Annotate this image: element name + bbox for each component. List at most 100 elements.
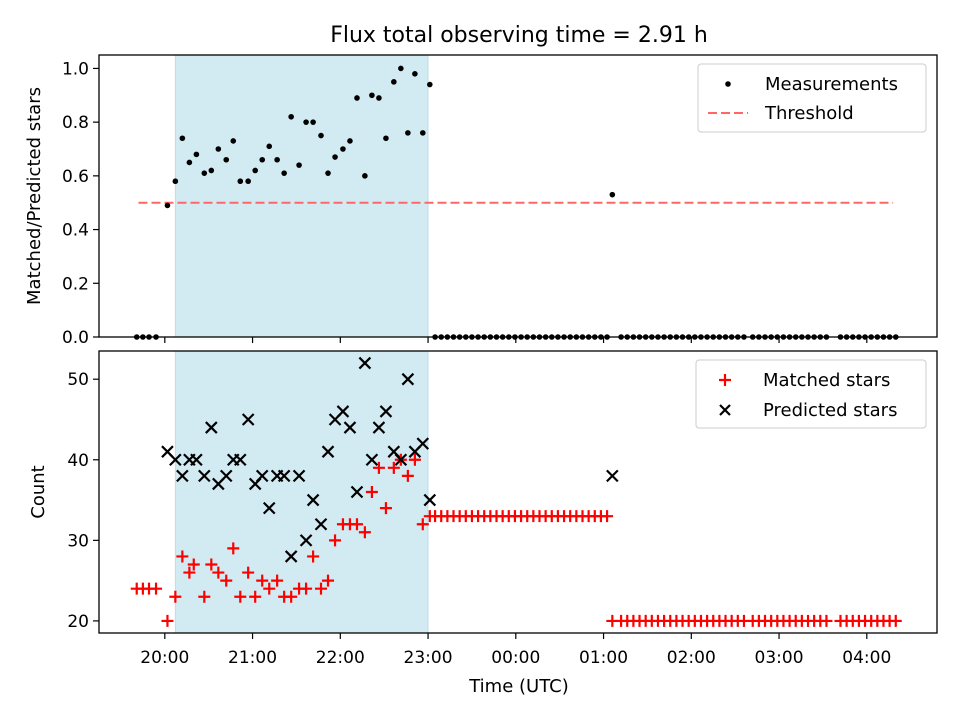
x-tick-label: 21:00 — [228, 648, 277, 668]
matched-star-point — [387, 461, 400, 474]
measurement-point — [237, 178, 244, 185]
predicted-star-point — [350, 485, 364, 499]
measurement-point — [164, 202, 171, 209]
predicted-star-point — [401, 372, 415, 386]
matched-star-point — [150, 582, 163, 595]
matched-star-point — [416, 518, 429, 531]
measurement-point — [332, 154, 338, 160]
measurement-point — [172, 178, 179, 185]
top-shaded-interval — [174, 54, 429, 338]
measurement-point — [369, 92, 375, 99]
top-panel: 0.0 0.2 0.4 0.6 0.8 1.0 Matched/Predicted sta… — [24, 54, 938, 348]
matched-star-point — [315, 582, 328, 595]
x-tick-label: 03:00 — [755, 648, 804, 668]
matched-star-point — [220, 574, 233, 587]
predicted-star-point — [379, 405, 393, 418]
x-tick-label: 22:00 — [316, 648, 365, 668]
legend-predicted-label: Predicted stars — [763, 400, 897, 421]
matched-star-point — [365, 486, 378, 498]
y-tick-label: 20 — [67, 612, 89, 632]
predicted-star-point — [336, 405, 350, 418]
matched-star-point — [183, 566, 196, 579]
predicted-star-point — [262, 501, 276, 515]
measurement-point — [274, 156, 280, 163]
bottom-shaded-interval — [174, 350, 429, 634]
predicted-star-point — [299, 534, 313, 547]
predicted-star-point — [198, 469, 211, 483]
matched-star-point — [205, 558, 218, 571]
matched-star-point — [271, 574, 284, 587]
matched-star-point — [227, 542, 240, 555]
measurement-point — [609, 191, 616, 198]
measurement-point — [376, 95, 382, 101]
predicted-star-point — [219, 469, 233, 483]
predicted-star-point — [255, 469, 269, 483]
top-x-ticks — [164, 337, 868, 343]
count-points — [130, 356, 902, 627]
predicted-star-point — [205, 421, 218, 434]
y-tick-label: 0.8 — [62, 113, 89, 133]
x-tick-label: 00:00 — [491, 648, 540, 668]
bottom-plot-frame — [98, 350, 938, 634]
predicted-star-point — [423, 493, 437, 507]
predicted-star-point — [190, 453, 203, 467]
x-axis-label: Time (UTC) — [468, 676, 569, 697]
matched-star-point — [263, 582, 276, 595]
predicted-star-point — [343, 421, 357, 434]
top-y-ticks: 0.0 0.2 0.4 0.6 0.8 1.0 — [62, 59, 99, 348]
matched-star-point — [212, 566, 225, 579]
measurement-point — [230, 138, 237, 144]
measurement-point — [310, 119, 316, 125]
top-legend-box — [697, 63, 927, 133]
predicted-star-point — [241, 413, 255, 426]
matched-star-point — [161, 614, 174, 627]
top-legend: Measurements Threshold — [697, 63, 927, 133]
measurement-point — [179, 135, 186, 142]
predicted-star-point — [372, 421, 386, 434]
y-tick-label: 40 — [67, 451, 89, 471]
matched-star-point — [256, 574, 269, 587]
predicted-star-point — [176, 469, 189, 483]
x-tick-label: 20:00 — [140, 648, 189, 668]
matched-star-point — [176, 550, 189, 563]
measurement-point — [419, 130, 426, 136]
bottom-x-ticks: 20:00 21:00 22:00 23:00 00:00 01:00 02:00 03:00… — [140, 633, 891, 668]
matched-star-point — [358, 526, 371, 539]
legend-measurement-marker — [725, 81, 731, 87]
y-tick-label: 0.0 — [62, 328, 89, 348]
measurement-point — [391, 79, 397, 85]
measurement-point — [266, 143, 273, 150]
predicted-star-point — [169, 453, 182, 467]
matched-star-point — [372, 461, 385, 474]
bottom-legend: Matched stars Predicted stars — [695, 359, 927, 429]
matched-star-point — [379, 502, 392, 515]
measurement-point — [354, 95, 360, 101]
chart-title: Flux total observing time = 2.91 h — [330, 23, 708, 48]
measurement-point — [296, 162, 302, 168]
y-tick-label: 1.0 — [62, 59, 89, 79]
measurement-point — [288, 113, 294, 120]
legend-measurements-label: Measurements — [765, 74, 898, 95]
bottom-legend-box — [695, 359, 927, 429]
x-tick-label: 01:00 — [579, 648, 628, 668]
matched-star-point — [300, 582, 313, 595]
measurement-point — [193, 151, 200, 158]
matched-star-point — [322, 574, 335, 587]
y-tick-label: 30 — [67, 531, 89, 551]
predicted-star-point — [416, 437, 430, 450]
predicted-star-point — [292, 469, 306, 483]
measurement-point — [201, 170, 208, 176]
matched-star-point — [187, 558, 200, 571]
bottom-y-ticks: 20 30 40 50 — [67, 370, 99, 632]
matched-star-point — [889, 614, 902, 627]
matched-star-point — [307, 550, 320, 563]
predicted-star-point — [284, 550, 298, 563]
matched-star-point — [408, 453, 421, 466]
measurement-point — [412, 71, 418, 77]
predicted-star-point — [365, 453, 379, 467]
x-tick-label: 04:00 — [842, 648, 891, 668]
measurement-point — [252, 167, 258, 174]
legend-threshold-label: Threshold — [764, 103, 854, 124]
matched-star-point — [249, 590, 262, 603]
